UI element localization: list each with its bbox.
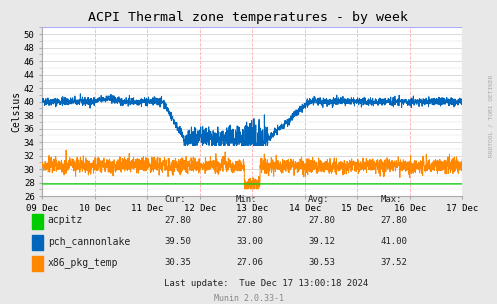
Text: 27.80: 27.80	[164, 216, 191, 225]
Text: Max:: Max:	[380, 195, 402, 204]
Text: 39.12: 39.12	[308, 237, 335, 246]
Text: acpitz: acpitz	[48, 216, 83, 225]
Text: 39.50: 39.50	[164, 237, 191, 246]
Text: 27.80: 27.80	[236, 216, 263, 225]
Text: 41.00: 41.00	[380, 237, 407, 246]
Text: 27.80: 27.80	[308, 216, 335, 225]
Text: Munin 2.0.33-1: Munin 2.0.33-1	[214, 294, 283, 303]
Text: Last update:  Tue Dec 17 13:00:18 2024: Last update: Tue Dec 17 13:00:18 2024	[164, 279, 368, 288]
Text: 30.35: 30.35	[164, 258, 191, 268]
Text: 27.06: 27.06	[236, 258, 263, 268]
Text: Cur:: Cur:	[164, 195, 185, 204]
Text: Min:: Min:	[236, 195, 257, 204]
Y-axis label: Celsius: Celsius	[11, 91, 21, 132]
Text: 27.80: 27.80	[380, 216, 407, 225]
Text: pch_cannonlake: pch_cannonlake	[48, 236, 130, 247]
Text: 33.00: 33.00	[236, 237, 263, 246]
Text: Avg:: Avg:	[308, 195, 330, 204]
Text: x86_pkg_temp: x86_pkg_temp	[48, 257, 118, 268]
Text: 30.53: 30.53	[308, 258, 335, 268]
Text: ACPI Thermal zone temperatures - by week: ACPI Thermal zone temperatures - by week	[88, 11, 409, 24]
Text: RRDTOOL / TOBI OETIKER: RRDTOOL / TOBI OETIKER	[488, 74, 493, 157]
Text: 37.52: 37.52	[380, 258, 407, 268]
